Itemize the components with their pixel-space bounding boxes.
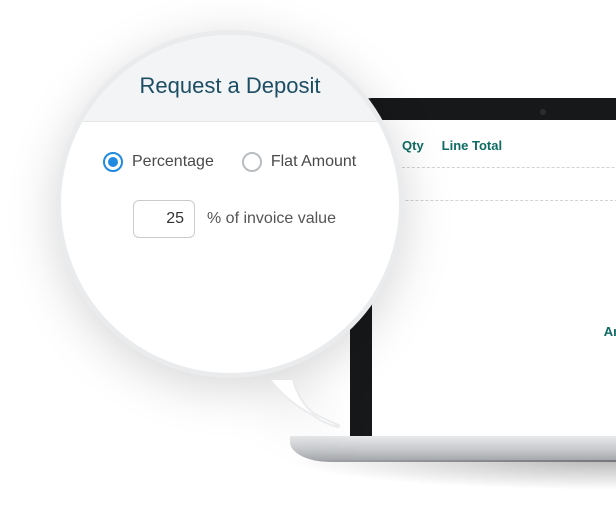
total-label: Total [610, 271, 616, 291]
subtotal-label: Subtotal [610, 221, 616, 241]
radio-icon [242, 152, 262, 172]
column-line-total: Line Total [442, 138, 502, 153]
amount-paid-label: Amount Paid [610, 291, 616, 311]
deposit-type-radios: Percentage Flat Amount [103, 152, 367, 172]
amount-due-label: Amount Due (ZAR) [604, 322, 616, 342]
radio-flat-label: Flat Amount [271, 153, 356, 171]
deposit-value-suffix: % of invoice value [207, 210, 336, 228]
dialog-header: Request a Deposit [61, 35, 399, 122]
radio-flat-amount[interactable]: Flat Amount [242, 152, 356, 172]
radio-icon [103, 152, 123, 172]
invoice-totals: Subtotal 2,475.00 Tax 0.00 Total 0.00 Am… [372, 201, 616, 342]
radio-percentage[interactable]: Percentage [103, 152, 214, 172]
deposit-value-input[interactable] [133, 200, 195, 238]
radio-percentage-label: Percentage [132, 153, 214, 171]
table-column-headers: Qty Line Total [372, 138, 616, 161]
column-qty: Qty [402, 138, 424, 153]
empty-line-item[interactable] [372, 167, 616, 201]
laptop-base [290, 436, 616, 462]
magnifier-callout: Request a Deposit Percentage Flat Amount… [56, 30, 404, 378]
dialog-title: Request a Deposit [61, 73, 399, 99]
tax-label: Tax [610, 241, 616, 261]
invoice-screen: Qty Line Total Subtotal 2,475.00 Tax 0.0… [372, 120, 616, 438]
